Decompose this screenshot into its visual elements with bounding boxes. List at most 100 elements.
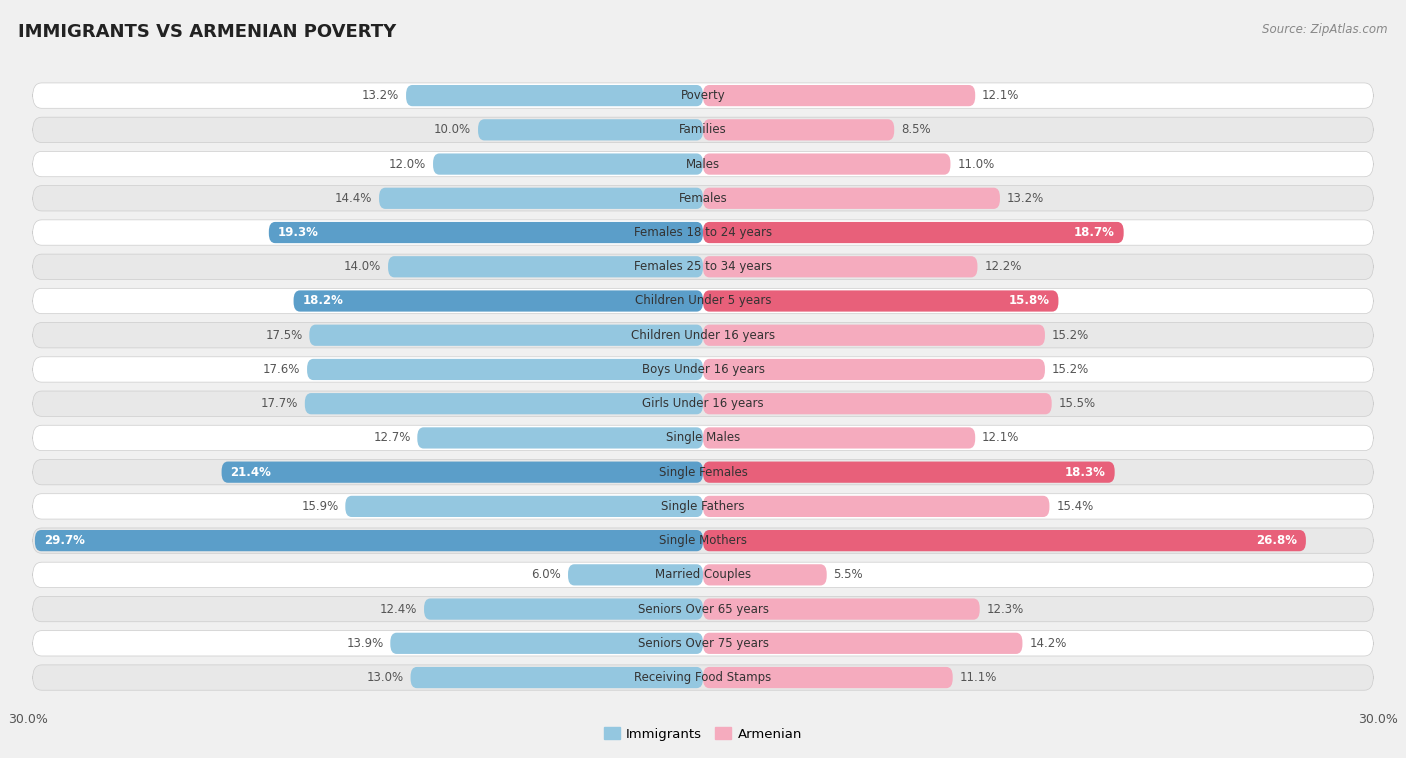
FancyBboxPatch shape	[703, 256, 977, 277]
Text: Poverty: Poverty	[681, 89, 725, 102]
Text: 12.3%: 12.3%	[987, 603, 1024, 615]
Text: Single Fathers: Single Fathers	[661, 500, 745, 513]
FancyBboxPatch shape	[703, 222, 1123, 243]
FancyBboxPatch shape	[703, 633, 1022, 654]
FancyBboxPatch shape	[32, 562, 1374, 587]
Text: 17.5%: 17.5%	[266, 329, 302, 342]
Text: 15.2%: 15.2%	[1052, 363, 1088, 376]
Text: 17.7%: 17.7%	[260, 397, 298, 410]
FancyBboxPatch shape	[32, 665, 1374, 691]
Text: Seniors Over 75 years: Seniors Over 75 years	[637, 637, 769, 650]
FancyBboxPatch shape	[703, 85, 976, 106]
FancyBboxPatch shape	[568, 564, 703, 585]
Text: Children Under 5 years: Children Under 5 years	[634, 295, 772, 308]
FancyBboxPatch shape	[703, 564, 827, 585]
FancyBboxPatch shape	[32, 117, 1374, 143]
FancyBboxPatch shape	[222, 462, 703, 483]
Text: 15.5%: 15.5%	[1059, 397, 1095, 410]
Text: 13.9%: 13.9%	[346, 637, 384, 650]
FancyBboxPatch shape	[307, 359, 703, 380]
FancyBboxPatch shape	[703, 393, 1052, 415]
FancyBboxPatch shape	[703, 324, 1045, 346]
FancyBboxPatch shape	[294, 290, 703, 312]
FancyBboxPatch shape	[32, 493, 1374, 519]
FancyBboxPatch shape	[406, 85, 703, 106]
FancyBboxPatch shape	[269, 222, 703, 243]
FancyBboxPatch shape	[425, 599, 703, 620]
Text: 10.0%: 10.0%	[434, 124, 471, 136]
FancyBboxPatch shape	[703, 188, 1000, 209]
FancyBboxPatch shape	[32, 186, 1374, 211]
Text: IMMIGRANTS VS ARMENIAN POVERTY: IMMIGRANTS VS ARMENIAN POVERTY	[18, 23, 396, 41]
Text: Source: ZipAtlas.com: Source: ZipAtlas.com	[1263, 23, 1388, 36]
Text: 15.4%: 15.4%	[1056, 500, 1094, 513]
Text: 13.2%: 13.2%	[363, 89, 399, 102]
FancyBboxPatch shape	[703, 119, 894, 140]
Text: Receiving Food Stamps: Receiving Food Stamps	[634, 671, 772, 684]
Text: 13.0%: 13.0%	[367, 671, 404, 684]
FancyBboxPatch shape	[32, 631, 1374, 656]
FancyBboxPatch shape	[391, 633, 703, 654]
FancyBboxPatch shape	[32, 357, 1374, 382]
Text: 15.2%: 15.2%	[1052, 329, 1088, 342]
FancyBboxPatch shape	[32, 152, 1374, 177]
FancyBboxPatch shape	[703, 428, 976, 449]
FancyBboxPatch shape	[411, 667, 703, 688]
FancyBboxPatch shape	[703, 462, 1115, 483]
Text: 14.0%: 14.0%	[344, 260, 381, 274]
Text: 18.3%: 18.3%	[1064, 465, 1105, 478]
Text: 11.0%: 11.0%	[957, 158, 994, 171]
Text: 15.9%: 15.9%	[301, 500, 339, 513]
Text: Males: Males	[686, 158, 720, 171]
Text: Females 18 to 24 years: Females 18 to 24 years	[634, 226, 772, 239]
FancyBboxPatch shape	[703, 599, 980, 620]
FancyBboxPatch shape	[703, 530, 1306, 551]
FancyBboxPatch shape	[32, 288, 1374, 314]
Text: 18.2%: 18.2%	[302, 295, 343, 308]
Text: 13.2%: 13.2%	[1007, 192, 1043, 205]
Text: 18.7%: 18.7%	[1074, 226, 1115, 239]
FancyBboxPatch shape	[305, 393, 703, 415]
FancyBboxPatch shape	[703, 359, 1045, 380]
Text: 19.3%: 19.3%	[278, 226, 319, 239]
Text: 21.4%: 21.4%	[231, 465, 271, 478]
FancyBboxPatch shape	[32, 254, 1374, 280]
Text: Girls Under 16 years: Girls Under 16 years	[643, 397, 763, 410]
FancyBboxPatch shape	[703, 667, 953, 688]
Text: Females 25 to 34 years: Females 25 to 34 years	[634, 260, 772, 274]
Legend: Immigrants, Armenian: Immigrants, Armenian	[599, 722, 807, 746]
FancyBboxPatch shape	[32, 391, 1374, 416]
Text: 14.2%: 14.2%	[1029, 637, 1067, 650]
FancyBboxPatch shape	[433, 153, 703, 174]
Text: Females: Females	[679, 192, 727, 205]
FancyBboxPatch shape	[32, 528, 1374, 553]
Text: 15.8%: 15.8%	[1008, 295, 1049, 308]
Text: 26.8%: 26.8%	[1256, 534, 1296, 547]
Text: 12.1%: 12.1%	[981, 89, 1019, 102]
FancyBboxPatch shape	[32, 83, 1374, 108]
Text: 12.4%: 12.4%	[380, 603, 418, 615]
FancyBboxPatch shape	[32, 425, 1374, 450]
Text: 12.1%: 12.1%	[981, 431, 1019, 444]
Text: 12.2%: 12.2%	[984, 260, 1022, 274]
Text: Single Mothers: Single Mothers	[659, 534, 747, 547]
Text: 8.5%: 8.5%	[901, 124, 931, 136]
Text: 12.0%: 12.0%	[389, 158, 426, 171]
FancyBboxPatch shape	[703, 496, 1049, 517]
Text: 5.5%: 5.5%	[834, 568, 863, 581]
FancyBboxPatch shape	[703, 290, 1059, 312]
FancyBboxPatch shape	[418, 428, 703, 449]
FancyBboxPatch shape	[32, 459, 1374, 485]
Text: 11.1%: 11.1%	[959, 671, 997, 684]
FancyBboxPatch shape	[309, 324, 703, 346]
Text: Single Females: Single Females	[658, 465, 748, 478]
Text: Single Males: Single Males	[666, 431, 740, 444]
Text: Children Under 16 years: Children Under 16 years	[631, 329, 775, 342]
Text: Families: Families	[679, 124, 727, 136]
Text: Boys Under 16 years: Boys Under 16 years	[641, 363, 765, 376]
Text: 17.6%: 17.6%	[263, 363, 301, 376]
Text: Married Couples: Married Couples	[655, 568, 751, 581]
Text: 29.7%: 29.7%	[44, 534, 84, 547]
FancyBboxPatch shape	[32, 220, 1374, 245]
Text: 12.7%: 12.7%	[373, 431, 411, 444]
